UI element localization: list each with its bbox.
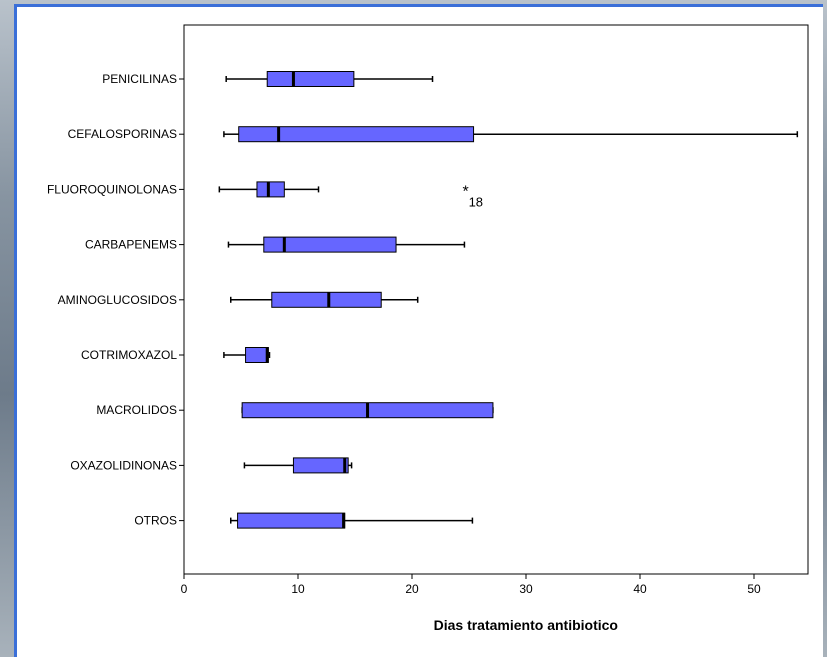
y-tick-label: AMINOGLUCOSIDOS (58, 293, 177, 307)
y-tick-label: CEFALOSPORINAS (68, 127, 177, 141)
iqr-box (246, 348, 269, 363)
x-tick-label: 30 (519, 582, 533, 596)
x-axis: 0 10 20 30 40 50 (181, 574, 761, 596)
iqr-box (267, 72, 354, 87)
y-tick-label: MACROLIDOS (96, 403, 177, 417)
chart-window: PENICILINAS CEFALOSPORINAS FLUOROQUINOLONA… (14, 4, 823, 657)
y-tick-label: OTROS (134, 514, 177, 528)
x-tick-label: 20 (405, 582, 419, 596)
x-tick-label: 10 (291, 582, 305, 596)
y-tick-label: CARBAPENEMS (85, 238, 177, 252)
iqr-box (272, 292, 381, 307)
y-tick-label: OXAZOLIDINONAS (70, 458, 177, 472)
boxplot-chart: PENICILINAS CEFALOSPORINAS FLUOROQUINOLONA… (17, 7, 823, 657)
box-macrolidos (242, 403, 493, 418)
iqr-box (257, 182, 284, 197)
y-tick-label: PENICILINAS (102, 72, 177, 86)
iqr-box (239, 127, 474, 142)
x-tick-label: 40 (633, 582, 647, 596)
x-tick-label: 50 (747, 582, 761, 596)
iqr-box (238, 513, 345, 528)
iqr-box (293, 458, 348, 473)
y-axis: PENICILINAS CEFALOSPORINAS FLUOROQUINOLONA… (47, 72, 184, 528)
x-axis-label: Dias tratamiento antibiotico (434, 617, 618, 633)
y-tick-label: COTRIMOXAZOL (81, 348, 177, 362)
y-tick-label: FLUOROQUINOLONAS (47, 182, 177, 196)
outlier-label: 18 (469, 194, 483, 209)
x-tick-label: 0 (181, 582, 188, 596)
